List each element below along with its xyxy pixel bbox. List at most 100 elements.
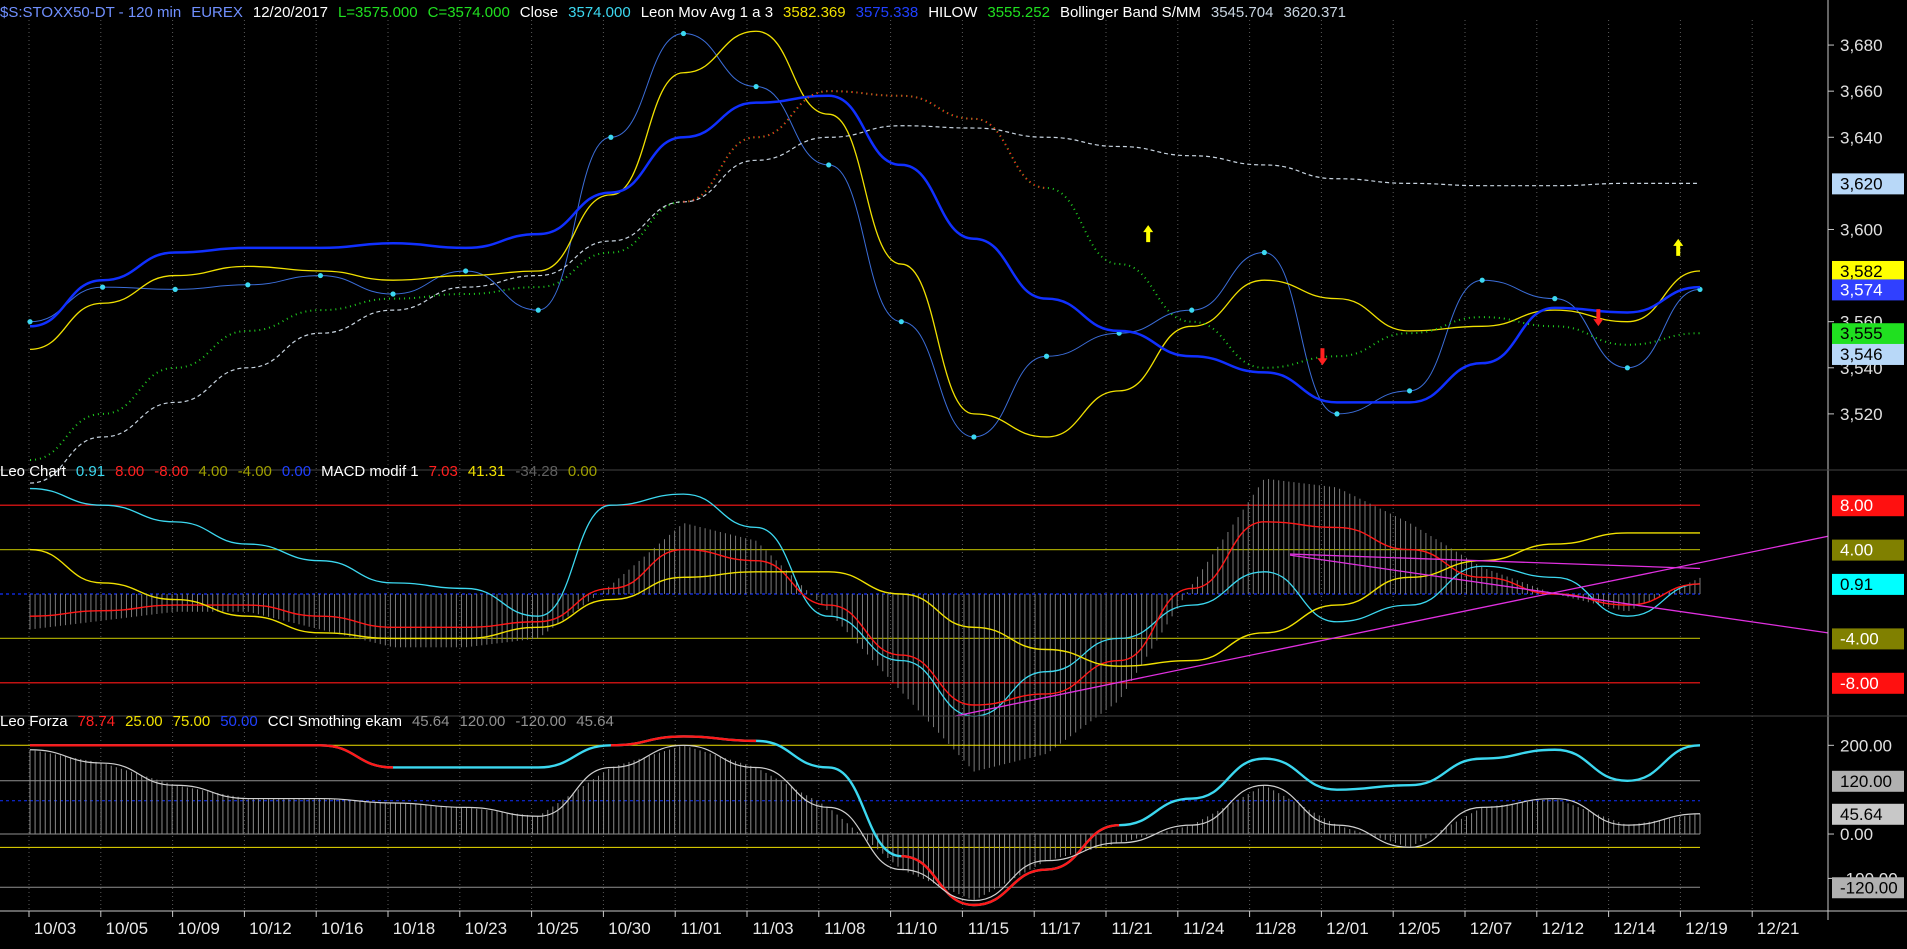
close-point (971, 434, 977, 440)
header-item-1: 0.91 (75, 463, 106, 480)
series-line-1 (29, 744, 1701, 902)
y-tick-label: 3,660 (1840, 82, 1883, 101)
close-point (680, 30, 687, 37)
value-badge-label: 3,555 (1840, 324, 1883, 343)
y-tick-label: 0.00 (1840, 825, 1873, 844)
x-tick-label: 10/12 (249, 919, 292, 938)
header-item-2: 12/20/2017 (252, 4, 328, 21)
x-tick-label: 11/10 (896, 919, 937, 938)
x-tick-label: 10/05 (106, 919, 149, 938)
series-line-0 (29, 487, 1701, 717)
x-tick-label: 11/15 (968, 919, 1009, 938)
close-point (1189, 307, 1195, 313)
trendline-flat (1289, 553, 1701, 570)
close-point (172, 286, 178, 293)
value-badge-label: 45.64 (1840, 805, 1883, 824)
header-item-13: 3545.704 (1210, 4, 1274, 21)
header-item-3: L=3575.000 (337, 4, 418, 21)
x-tick-label: 10/18 (393, 919, 436, 938)
series-line-1 (29, 30, 1701, 438)
x-tick-label: 10/03 (34, 919, 77, 938)
forza-red-segment (30, 744, 394, 769)
x-tick-label: 10/23 (465, 919, 508, 938)
y-tick-label: 200.00 (1840, 736, 1892, 755)
value-badge (1832, 539, 1904, 561)
x-tick-label: 12/07 (1470, 919, 1513, 938)
macd-panel-header: Leo Chart 0.91 8.00 -8.00 4.00 -4.00 0.00 MACD … (0, 463, 607, 480)
header-item-7: 120.00 (459, 713, 506, 730)
buy-arrow-icon (1143, 225, 1154, 243)
trendline-up (954, 535, 1829, 717)
header-item-10: -34.28 (515, 463, 558, 480)
value-badge (1832, 279, 1904, 301)
header-item-8: -120.00 (515, 713, 567, 730)
header-item-4: C=3574.000 (427, 4, 510, 21)
close-point (1552, 296, 1558, 302)
value-badge-label: 3,582 (1840, 262, 1883, 281)
header-item-8: 7.03 (428, 463, 458, 480)
sell-arrow-icon (1593, 309, 1604, 327)
header-item-8: 3582.369 (783, 4, 846, 21)
header-item-0: $S:STOXX50-DT - 120 min (0, 4, 182, 21)
forza-red-segment (610, 735, 757, 747)
vertical-grid (28, 20, 1753, 910)
header-item-7: MACD modif 1 (321, 463, 419, 480)
header-item-9: 41.31 (467, 463, 506, 480)
close-point (608, 134, 614, 140)
header-item-2: 25.00 (125, 713, 163, 730)
header-item-4: 50.00 (220, 713, 258, 730)
x-tick-label: 10/09 (177, 919, 220, 938)
y-tick-label: 3,640 (1840, 128, 1883, 147)
close-point (463, 268, 469, 274)
sell-arrow-icon (1317, 348, 1328, 366)
value-badge-label: 0.91 (1840, 575, 1873, 594)
x-tick-label: 10/30 (608, 919, 651, 938)
x-axis: 10/03 10/05 10/09 10/12 10/16 10/18 10/23 10/25… (28, 911, 1800, 938)
value-badge-label: 3,620 (1840, 174, 1883, 193)
trendline-down (1289, 554, 1829, 634)
header-item-12: Bollinger Band S/MM (1059, 4, 1201, 21)
header-item-5: -4.00 (237, 463, 272, 480)
close-point (245, 282, 251, 288)
y-tick-label: 3,680 (1840, 36, 1883, 55)
value-badge (1832, 173, 1904, 195)
close-point (1479, 277, 1485, 283)
close-point (390, 291, 396, 297)
x-tick-label: 12/19 (1685, 919, 1728, 938)
x-tick-label: 12/01 (1326, 919, 1369, 938)
close-point (898, 319, 904, 325)
value-badge (1832, 877, 1904, 899)
value-badge (1832, 260, 1904, 282)
forza-panel[interactable] (0, 735, 1701, 907)
series-line-4 (29, 125, 1700, 484)
close-point (27, 319, 33, 325)
value-badge (1832, 803, 1904, 825)
header-item-10: HILOW (928, 4, 978, 21)
price-panel[interactable] (27, 30, 1703, 484)
close-point (1043, 353, 1050, 359)
header-item-6: 45.64 (411, 713, 450, 730)
header-item-1: 78.74 (77, 713, 116, 730)
x-tick-label: 11/08 (824, 919, 865, 938)
x-tick-label: 12/21 (1757, 919, 1800, 938)
header-item-2: 8.00 (115, 463, 145, 480)
header-item-6: 3574.000 (568, 4, 631, 21)
value-badge (1832, 343, 1904, 365)
close-point (1624, 365, 1630, 371)
value-badge (1832, 672, 1904, 694)
header-item-0: Leo Chart (0, 463, 66, 480)
header-item-14: 3620.371 (1283, 4, 1347, 21)
x-tick-label: 11/17 (1040, 919, 1081, 938)
close-point (535, 307, 541, 313)
value-badge-label: 4.00 (1840, 541, 1873, 560)
value-badge (1832, 770, 1904, 792)
x-tick-label: 11/03 (752, 919, 793, 938)
buy-arrow-icon (1673, 238, 1684, 256)
header-item-3: -8.00 (154, 463, 189, 480)
macd-panel[interactable] (0, 479, 1829, 772)
value-badge-label: -120.00 (1840, 878, 1898, 897)
x-tick-label: 12/12 (1542, 919, 1585, 938)
value-badge (1832, 495, 1904, 517)
value-badge (1832, 628, 1904, 650)
